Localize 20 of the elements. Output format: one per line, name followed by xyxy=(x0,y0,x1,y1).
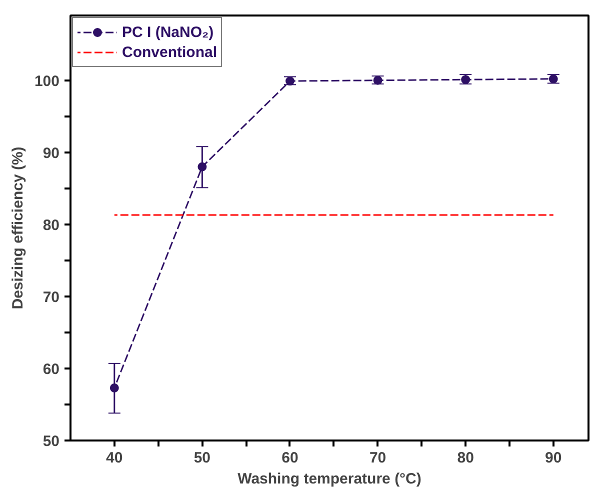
y-tick-label: 70 xyxy=(42,288,60,306)
y-axis-title: Desizing efficiency (%) xyxy=(9,146,26,310)
point xyxy=(198,162,207,172)
x-tick-label: 40 xyxy=(106,450,123,466)
point xyxy=(373,76,382,85)
y-tick-label: 50 xyxy=(42,433,60,450)
legend-label: Conventional xyxy=(122,44,218,60)
y-tick-label: 60 xyxy=(42,360,60,378)
x-axis-title: Washing temperature (°C) xyxy=(238,470,422,488)
x-tick-label: 50 xyxy=(194,450,211,466)
x-tick-label: 90 xyxy=(545,450,562,466)
legend-label: PC I (NaNO₂) xyxy=(122,24,214,40)
x-tick-label: 70 xyxy=(369,450,386,466)
point xyxy=(110,383,119,392)
y-tick-label: 80 xyxy=(42,216,60,234)
x-tick-label: 80 xyxy=(457,450,474,466)
y-tick-label: 90 xyxy=(42,144,60,162)
x-tick-label: 60 xyxy=(282,450,298,466)
y-tick-label: 100 xyxy=(34,72,60,90)
point xyxy=(285,76,294,86)
